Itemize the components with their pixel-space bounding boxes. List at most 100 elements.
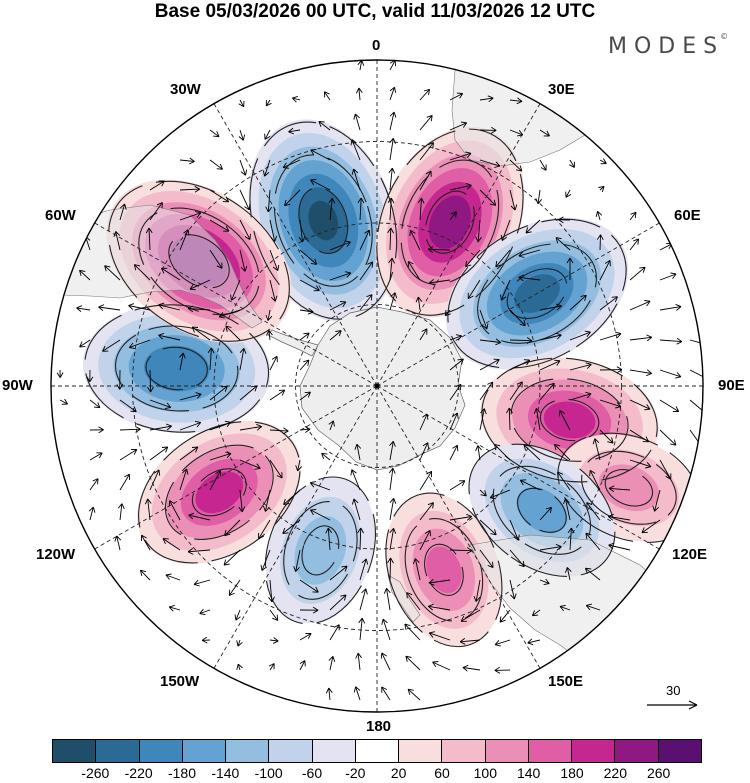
wind-vector: [89, 426, 104, 434]
meridian-line: [376, 385, 541, 669]
wind-vector: [388, 167, 396, 191]
wind-vector: [329, 565, 348, 581]
wind-vector: [539, 578, 550, 586]
wind-vector: [494, 666, 511, 674]
wind-vector: [359, 588, 368, 611]
colorbar-tick-label: 140: [516, 765, 541, 781]
lon-label-120e: 120E: [672, 546, 708, 563]
wind-vector: [149, 446, 169, 461]
lon-label-150e: 150E: [548, 673, 584, 690]
colorbar-swatch: [399, 740, 443, 762]
wind-vector: [509, 579, 517, 600]
wind-vector: [539, 382, 555, 401]
pole-marker: [374, 383, 380, 389]
wind-vector: [179, 446, 199, 461]
colorbar-swatch: [139, 740, 183, 762]
anomaly-negative-125e-band: [516, 487, 568, 534]
wind-vector: [114, 535, 122, 551]
wind-vector: [449, 412, 459, 431]
colorbar-tick-label: 260: [646, 765, 671, 781]
wind-vector: [209, 385, 228, 401]
anomaly-negative-60e-streamline: [477, 243, 597, 344]
wind-vector: [567, 527, 575, 551]
wind-vector: [299, 426, 311, 433]
wind-vector: [459, 638, 481, 645]
wind-vector: [201, 636, 211, 644]
wind-vector: [268, 579, 275, 603]
wind-vector: [359, 261, 374, 281]
wind-vector: [329, 301, 347, 311]
wind-vector: [428, 278, 451, 286]
anomaly-negative-90w-streamlines: [84, 304, 270, 433]
wind-vector: [299, 249, 318, 265]
wind-vector: [489, 489, 511, 500]
wind-vector: [265, 309, 273, 321]
wind-vector: [318, 120, 331, 131]
wind-vector: [325, 527, 333, 551]
anomaly-negative-90w-streamline: [84, 304, 270, 433]
colorbar-swatch: [312, 740, 356, 762]
wind-vector: [509, 129, 524, 137]
wind-vector: [509, 309, 526, 327]
wind-vector: [449, 151, 472, 161]
wind-vector: [389, 292, 398, 311]
wind-vector: [449, 334, 463, 341]
wind-vector: [629, 369, 652, 377]
wind-vector: [239, 159, 248, 176]
anomaly-positive-125w-streamlines: [138, 421, 301, 564]
wind-vector: [239, 189, 251, 211]
wind-vector: [419, 530, 431, 551]
colorbar-swatch: [658, 740, 701, 762]
wind-vector: [598, 185, 605, 193]
colorbar-swatch: [485, 740, 529, 762]
wind-vector: [149, 202, 163, 221]
wind-vector: [659, 369, 682, 379]
wind-vector: [554, 443, 571, 461]
wind-vector: [325, 687, 333, 701]
wind-vector: [355, 87, 363, 101]
wind-vector: [460, 609, 481, 622]
anomaly-positive-30e-streamline: [376, 128, 524, 316]
colorbar-swatch: [572, 740, 616, 762]
wind-vector: [145, 227, 153, 251]
wind-vector: [509, 359, 531, 371]
anomaly-negative-0-streamline: [249, 121, 398, 320]
wind-vector: [659, 399, 680, 412]
wind-vector: [479, 489, 487, 497]
wind-vector: [428, 578, 451, 586]
wind-vector: [475, 445, 482, 461]
wind-vector: [236, 639, 243, 647]
streamlines: [84, 121, 701, 648]
wind-vector: [258, 519, 271, 540]
wind-vector: [419, 502, 434, 521]
colorbar-tick-label: 220: [603, 765, 628, 781]
wind-vector: [187, 548, 211, 555]
anomaly-negative-160w-streamline: [283, 500, 358, 600]
wind-vector: [357, 527, 364, 551]
wind-vector: [268, 663, 275, 671]
wind-vector: [299, 307, 314, 315]
wind-vector: [323, 91, 331, 101]
meridian-line: [94, 385, 378, 550]
wind-vector: [608, 513, 631, 521]
wind-vector: [449, 92, 464, 101]
new-zealand-landmass: [387, 574, 421, 623]
wind-vector: [299, 391, 311, 401]
wind-vector: [629, 399, 651, 411]
wind-vector: [533, 408, 541, 431]
wind-vector: [419, 442, 429, 461]
wind-vector: [309, 481, 331, 491]
wind-vector: [147, 369, 154, 393]
wind-vector: [629, 266, 646, 281]
wind-vector: [269, 637, 279, 644]
wind-vector: [449, 513, 472, 521]
wind-vector: [329, 594, 347, 611]
wind-vector: [531, 609, 541, 617]
wind-vector: [388, 257, 396, 281]
wind-vector: [98, 304, 121, 312]
colorbar-tick-label: 60: [434, 765, 450, 781]
wind-vector: [293, 549, 301, 572]
wind-vector: [589, 469, 601, 491]
wind-vector: [266, 330, 273, 341]
wind-vector: [629, 429, 650, 443]
